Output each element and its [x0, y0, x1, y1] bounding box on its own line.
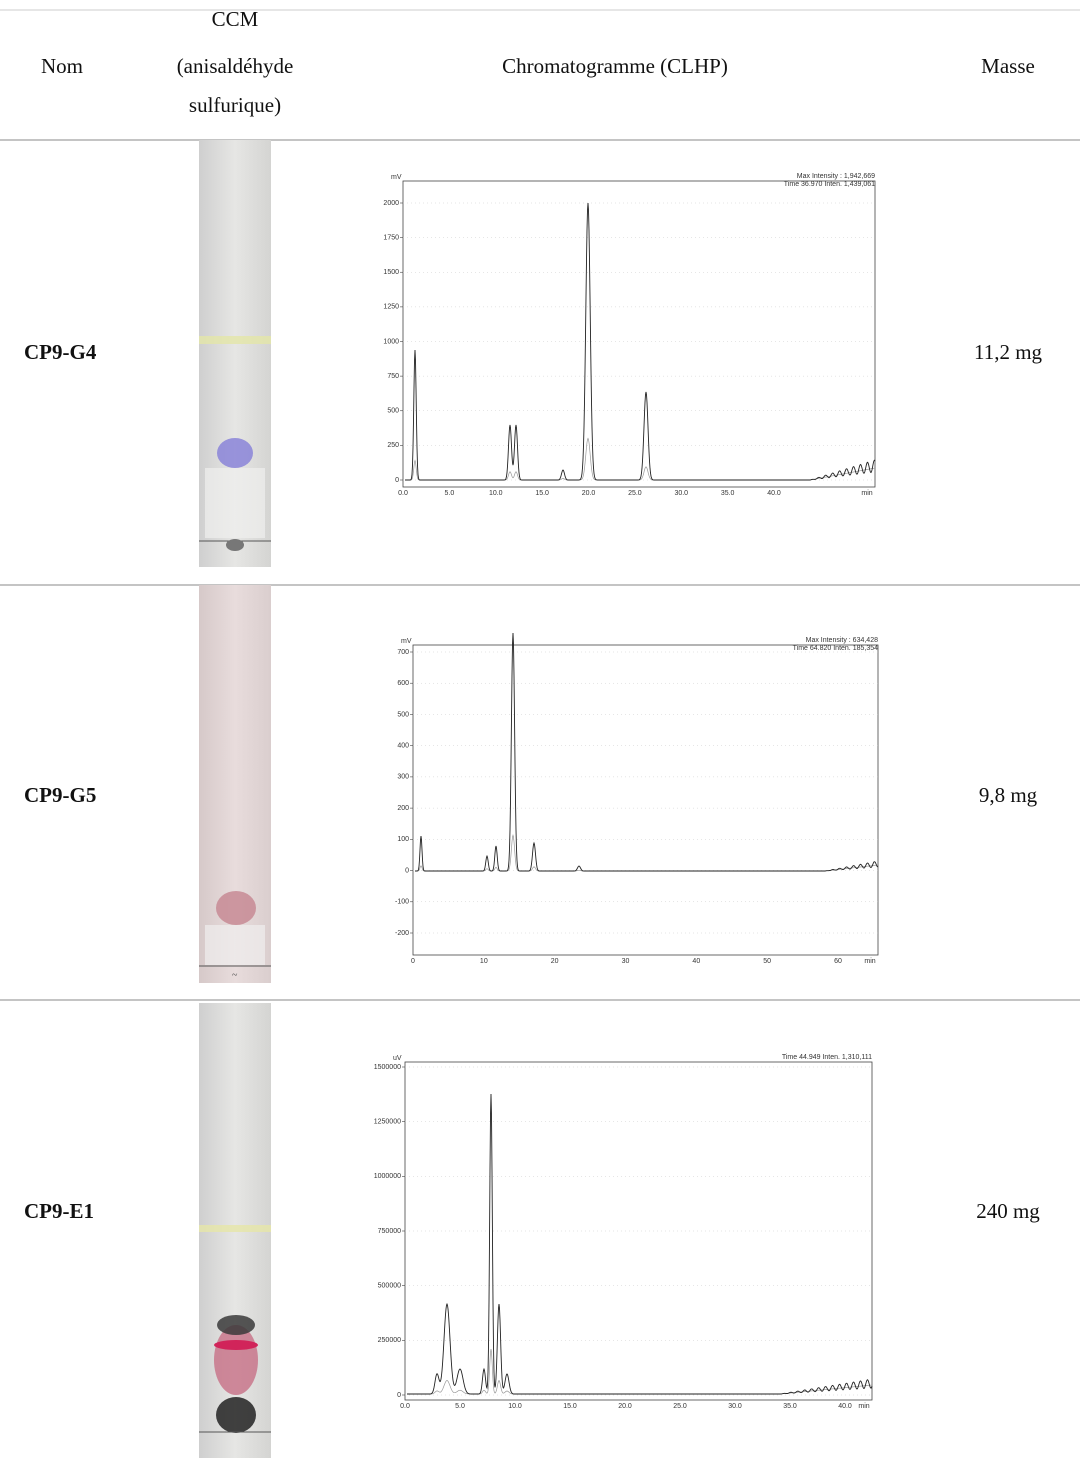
x-tick-label: 15.0 [535, 490, 549, 497]
y-tick-label: 600 [397, 680, 409, 687]
x-tick-label: 25.0 [628, 490, 642, 497]
y-tick-label: 250000 [378, 1337, 401, 1344]
table-rules [0, 9, 1080, 1001]
y-tick-label: 1000 [383, 338, 399, 345]
x-tick-label: 35.0 [783, 1403, 797, 1410]
y-tick-label: 2000 [383, 200, 399, 207]
y-tick-label: 100 [397, 836, 409, 843]
plot-frame [402, 180, 876, 488]
y-tick-label: -200 [395, 930, 409, 937]
y-tick-label: 200 [397, 805, 409, 812]
y-tick-label: 300 [397, 774, 409, 781]
plot-frame [412, 644, 879, 956]
x-tick-label: 40.0 [838, 1403, 852, 1410]
trace [407, 1093, 873, 1395]
x-tick-label: 35.0 [721, 490, 735, 497]
header-ccm: sulfurique) [189, 93, 281, 117]
y-tick-label: 700 [397, 649, 409, 656]
trace [405, 202, 876, 481]
x-tick-label: 40 [692, 958, 700, 965]
x-tick-label: min [864, 958, 875, 965]
y-tick-label: 250 [387, 442, 399, 449]
row-name: CP9-E1 [24, 1199, 94, 1223]
plate-mark: ~ [232, 970, 238, 981]
x-tick-label: 30.0 [728, 1403, 742, 1410]
info-label: Time 36.970 Inten. 1,439,061 [784, 181, 875, 188]
x-tick-label: min [858, 1403, 869, 1410]
y-tick-label: 1500 [383, 269, 399, 276]
info-label: Max Intensity : 1,942,669 [797, 173, 875, 180]
unit-label: mV [391, 174, 402, 181]
row-mass: 240 mg [976, 1199, 1040, 1223]
x-tick-label: 50 [763, 958, 771, 965]
y-tick-label: 0 [397, 1392, 401, 1399]
info-label: Max Intensity : 634,428 [806, 637, 878, 644]
y-tick-label: -100 [395, 899, 409, 906]
y-tick-label: 1750 [383, 234, 399, 241]
x-tick-label: 40.0 [767, 490, 781, 497]
x-tick-label: 5.0 [455, 1403, 465, 1410]
y-tick-label: 750000 [378, 1228, 401, 1235]
x-tick-label: 30 [622, 958, 630, 965]
y-tick-label: 500 [397, 711, 409, 718]
row-name: CP9-G5 [24, 783, 96, 807]
x-tick-label: 30.0 [674, 490, 688, 497]
trace-secondary [405, 437, 876, 481]
header-chromatogram: Chromatogramme (CLHP) [502, 54, 728, 78]
row-name: CP9-G4 [24, 340, 97, 364]
x-tick-label: 20.0 [582, 490, 596, 497]
header-ccm: (anisaldéhyde [177, 54, 294, 78]
y-tick-label: 400 [397, 743, 409, 750]
tlc-plate [199, 140, 271, 567]
trace-secondary [415, 834, 879, 872]
y-tick-label: 0 [405, 867, 409, 874]
x-tick-label: 60 [834, 958, 842, 965]
x-tick-label: 25.0 [673, 1403, 687, 1410]
x-tick-label: 15.0 [563, 1403, 577, 1410]
unit-label: mV [401, 638, 412, 645]
header-nom: Nom [41, 54, 83, 78]
y-tick-label: 1000000 [374, 1173, 401, 1180]
row-mass: 9,8 mg [979, 783, 1038, 807]
y-tick-label: 1500000 [374, 1064, 401, 1071]
x-tick-label: 10 [480, 958, 488, 965]
x-tick-label: 5.0 [445, 490, 455, 497]
x-tick-label: 0 [411, 958, 415, 965]
x-tick-label: 10.0 [508, 1403, 522, 1410]
chromatogram: uV Time 44.949 Inten. 1,310,111 0 250000 500… [374, 1054, 873, 1410]
x-tick-label: 10.0 [489, 490, 503, 497]
x-tick-label: 20.0 [618, 1403, 632, 1410]
tlc-plate [199, 1003, 271, 1458]
unit-label: uV [393, 1055, 402, 1062]
x-tick-label: 0.0 [398, 490, 408, 497]
y-tick-label: 500 [387, 408, 399, 415]
tlc-plate: ~ [199, 585, 271, 983]
y-tick-label: 500000 [378, 1283, 401, 1290]
x-tick-label: 0.0 [400, 1403, 410, 1410]
trace [415, 632, 879, 872]
header-masse: Masse [981, 54, 1035, 78]
info-label: Time 64.820 Inten. 185,354 [793, 645, 878, 652]
y-tick-label: 1250 [383, 304, 399, 311]
y-tick-label: 750 [387, 373, 399, 380]
header-ccm: CCM [212, 7, 259, 31]
row-mass: 11,2 mg [974, 340, 1043, 364]
trace-secondary [407, 1348, 872, 1395]
x-tick-label: 20 [551, 958, 559, 965]
x-tick-label: min [861, 490, 872, 497]
info-label: Time 44.949 Inten. 1,310,111 [782, 1054, 872, 1061]
y-tick-label: 0 [395, 477, 399, 484]
y-tick-label: 1250000 [374, 1119, 401, 1126]
